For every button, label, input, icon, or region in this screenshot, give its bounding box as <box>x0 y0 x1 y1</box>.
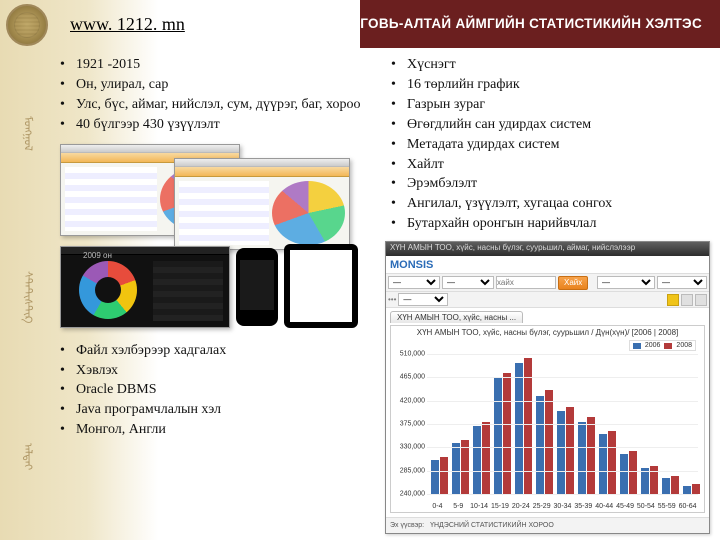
bar-chart-title: ХҮН АМЫН ТОО, хүйс, насны бүлэг, суурьши… <box>391 326 704 339</box>
capabilities-list: Хүснэгт 16 төрлийн график Газрын зураг Өгөг… <box>385 54 710 235</box>
dashboard-footer: Эх үүсвэр: ҮНДЭСНИЙ СТАТИСТИКИЙН ХОРОО <box>386 517 709 533</box>
dashboard-filter-3[interactable]: — <box>597 276 655 289</box>
header-org-title: ГОВЬ-АЛТАЙ АЙМГИЙН СТАТИСТИКИЙН ХЭЛТЭС <box>360 16 702 31</box>
left-column: 1921 -2015 Он, улирал, сар Улс, бүс, аймаг… <box>54 50 379 534</box>
list-item: Файл хэлбэрээр хадгалах <box>54 342 379 360</box>
list-item: Эрэмбэлэлт <box>385 175 710 193</box>
list-item: Ангилал, үзүүлэлт, хугацаа сонгох <box>385 195 710 213</box>
dashboard-sheet-tab[interactable]: ХҮН АМЫН ТОО, хүйс, насны ... <box>390 311 523 323</box>
dashboard-filter-4[interactable]: — <box>657 276 707 289</box>
site-url-link[interactable]: www. 1212. mn <box>70 14 185 34</box>
features-top-list: 1921 -2015 Он, улирал, сар Улс, бүс, аймаг… <box>54 54 379 136</box>
list-item: Метадата удирдах систем <box>385 136 710 154</box>
list-item: Java програмчлалын хэл <box>54 401 379 419</box>
screenshot-phone <box>236 248 278 326</box>
dashboard-search-input[interactable] <box>496 276 556 289</box>
footer-source-label: Эх үүсвэр: <box>390 522 424 529</box>
list-item: Бутархайн оронгын нарийвчлал <box>385 215 710 233</box>
list-item: Oracle DBMS <box>54 381 379 399</box>
dashboard-screenshot: ХҮН АМЫН ТОО, хүйс, насны бүлэг, суурьши… <box>385 241 710 534</box>
dashboard-toolbar: — — Хайх — — <box>386 274 709 292</box>
vertical-script-ornament: ᠮᠣᠩᠭᠣᠯᠰᠲ᠋ᠠᠲ᠋ᠢᠰᠲ᠋ᠢᠺᠠᠯᠲᠠᠢ <box>10 56 46 530</box>
features-bottom-list: Файл хэлбэрээр хадгалах ХэвлэхOracle DBMS… <box>54 340 379 442</box>
list-item: Хэвлэх <box>54 362 379 380</box>
list-item: 40 бүлгээр 430 үзүүлэлт <box>54 116 379 134</box>
list-item: Хүснэгт <box>385 56 710 74</box>
screenshot-dark-donut: 2009 он <box>60 246 230 328</box>
list-item: 16 төрлийн график <box>385 76 710 94</box>
dashboard-toolbar-2: ••• — <box>386 292 709 308</box>
screenshot-table-pie-2 <box>174 158 350 250</box>
toolbar-icon-b[interactable] <box>681 294 693 306</box>
dashboard-filter-1[interactable]: — <box>388 276 440 289</box>
list-item: Газрын зураг <box>385 96 710 114</box>
bar-chart: ХҮН АМЫН ТОО, хүйс, насны бүлэг, суурьши… <box>390 325 705 513</box>
list-item: Өгөгдлийн сан удирдах систем <box>385 116 710 134</box>
screenshot-collage: 2009 он <box>54 144 379 330</box>
toolbar-icon-c[interactable] <box>695 294 707 306</box>
list-item: Монгол, Англи <box>54 421 379 439</box>
list-item: Хайлт <box>385 156 710 174</box>
list-item: 1921 -2015 <box>54 56 379 74</box>
dashboard-window-title: ХҮН АМЫН ТОО, хүйс, насны бүлэг, суурьши… <box>386 242 709 256</box>
screenshot-tablet <box>284 244 358 328</box>
list-item: Улс, бүс, аймаг, нийслэл, сум, дүүрэг, б… <box>54 96 379 114</box>
dashboard-filter-2[interactable]: — <box>442 276 494 289</box>
seal-logo <box>6 4 48 46</box>
dashboard-view-select[interactable]: — <box>398 293 448 306</box>
right-column: Хүснэгт 16 төрлийн график Газрын зураг Өгөг… <box>385 50 710 534</box>
footer-source-value: ҮНДЭСНИЙ СТАТИСТИКИЙН ХОРОО <box>430 522 554 529</box>
dashboard-brand: MONSIS <box>390 259 433 271</box>
site-url: www. 1212. mn <box>70 14 185 35</box>
list-item: Он, улирал, сар <box>54 76 379 94</box>
dashboard-search-button[interactable]: Хайх <box>558 276 588 290</box>
toolbar-icon-a[interactable] <box>667 294 679 306</box>
bar-chart-legend: 2006 2008 <box>629 340 696 351</box>
